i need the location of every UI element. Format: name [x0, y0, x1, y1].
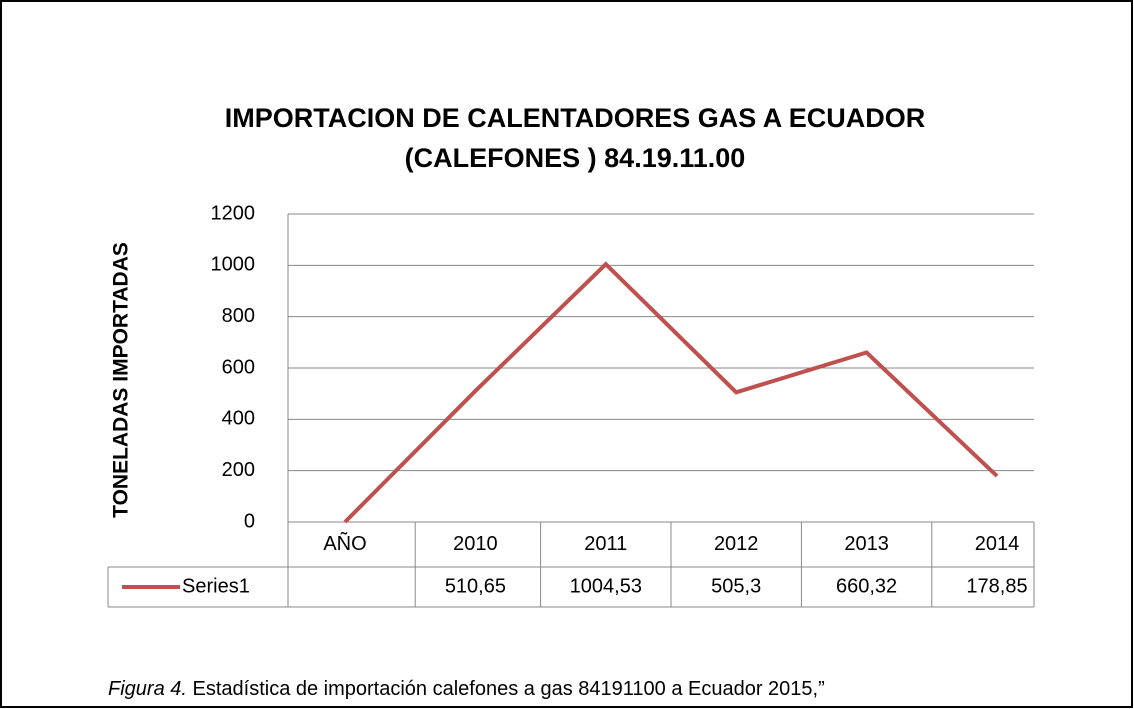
- caption-text: Estadística de importación calefones a g…: [187, 678, 825, 700]
- data-label: 1004,53: [570, 575, 642, 597]
- y-tick-label: 400: [222, 408, 255, 430]
- x-tick-label: 2010: [453, 533, 498, 555]
- legend-label: Series1: [182, 575, 250, 597]
- data-label: 660,32: [836, 575, 897, 597]
- series-line: [343, 261, 999, 524]
- chart-title: IMPORTACION DE CALENTADORES GAS A ECUADO…: [225, 103, 926, 133]
- y-axis-label: TONELADAS IMPORTADAS: [110, 242, 133, 518]
- x-tick-label: 2011: [584, 533, 627, 555]
- caption: Figura 4. Estadística de importación cal…: [108, 678, 825, 700]
- caption-label: Figura 4.: [108, 678, 187, 700]
- y-tick-label: 1200: [211, 202, 256, 224]
- data-label: 510,65: [445, 575, 506, 597]
- x-tick-label: 2014: [975, 533, 1020, 555]
- y-tick-label: 0: [244, 510, 255, 532]
- data-label: 178,85: [966, 575, 1027, 597]
- chart-title: (CALEFONES ) 84.19.11.00: [405, 143, 746, 173]
- x-tick-label: AÑO: [323, 531, 366, 555]
- y-tick-label: 600: [222, 356, 255, 378]
- y-tick-label: 200: [222, 459, 255, 481]
- x-tick-label: 2013: [844, 533, 889, 555]
- x-tick-label: 2012: [714, 533, 759, 555]
- y-tick-label: 800: [222, 305, 255, 327]
- data-label: 505,3: [711, 575, 761, 597]
- y-tick-label: 1000: [211, 254, 256, 276]
